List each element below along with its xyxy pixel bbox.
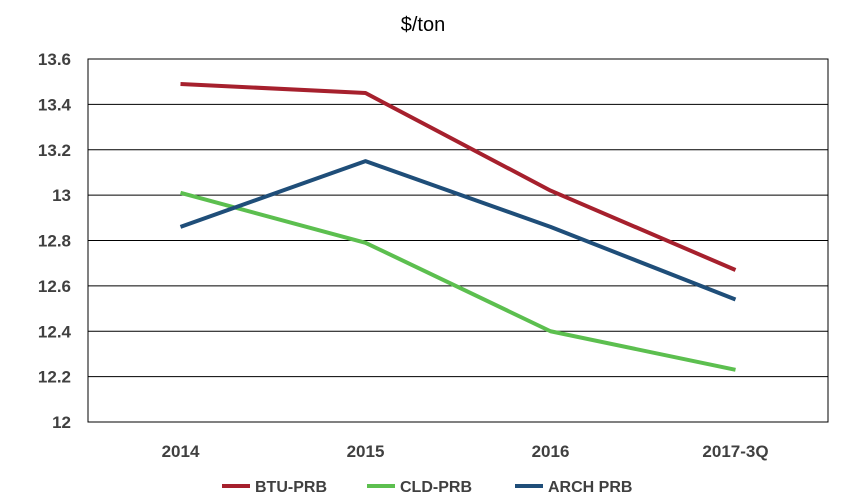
- legend-label: CLD-PRB: [400, 479, 472, 496]
- x-axis-ticks: 2014 2015 2016 2017-3Q: [162, 442, 769, 461]
- legend: BTU-PRB CLD-PRB ARCH PRB: [222, 479, 632, 496]
- series-line-arch-prb: [179, 159, 737, 302]
- y-tick-label: 13.6: [38, 50, 71, 69]
- x-tick-label: 2016: [532, 442, 570, 461]
- legend-label: BTU-PRB: [255, 479, 327, 496]
- x-tick-label: 2017-3Q: [702, 442, 768, 461]
- legend-label: ARCH PRB: [548, 479, 632, 496]
- series-lines: [179, 81, 737, 372]
- y-tick-label: 12: [52, 413, 71, 432]
- series-line-cld-prb: [179, 190, 736, 372]
- plot-area-frame: [87, 58, 829, 423]
- y-tick-label: 12.8: [38, 232, 71, 251]
- y-tick-label: 13.4: [38, 95, 72, 114]
- y-tick-label: 12.6: [38, 277, 71, 296]
- y-tick-label: 12.2: [38, 368, 71, 387]
- y-tick-label: 13.2: [38, 141, 71, 160]
- x-tick-label: 2015: [347, 442, 385, 461]
- chart-title: $/ton: [401, 14, 445, 36]
- series-line-btu-prb: [180, 81, 737, 272]
- y-tick-label: 12.4: [38, 322, 72, 341]
- y-axis-ticks: 12 12.2 12.4 12.6 12.8 13 13.2 13.4 13.6: [38, 50, 72, 432]
- x-tick-label: 2014: [162, 442, 200, 461]
- y-tick-label: 13: [52, 186, 71, 205]
